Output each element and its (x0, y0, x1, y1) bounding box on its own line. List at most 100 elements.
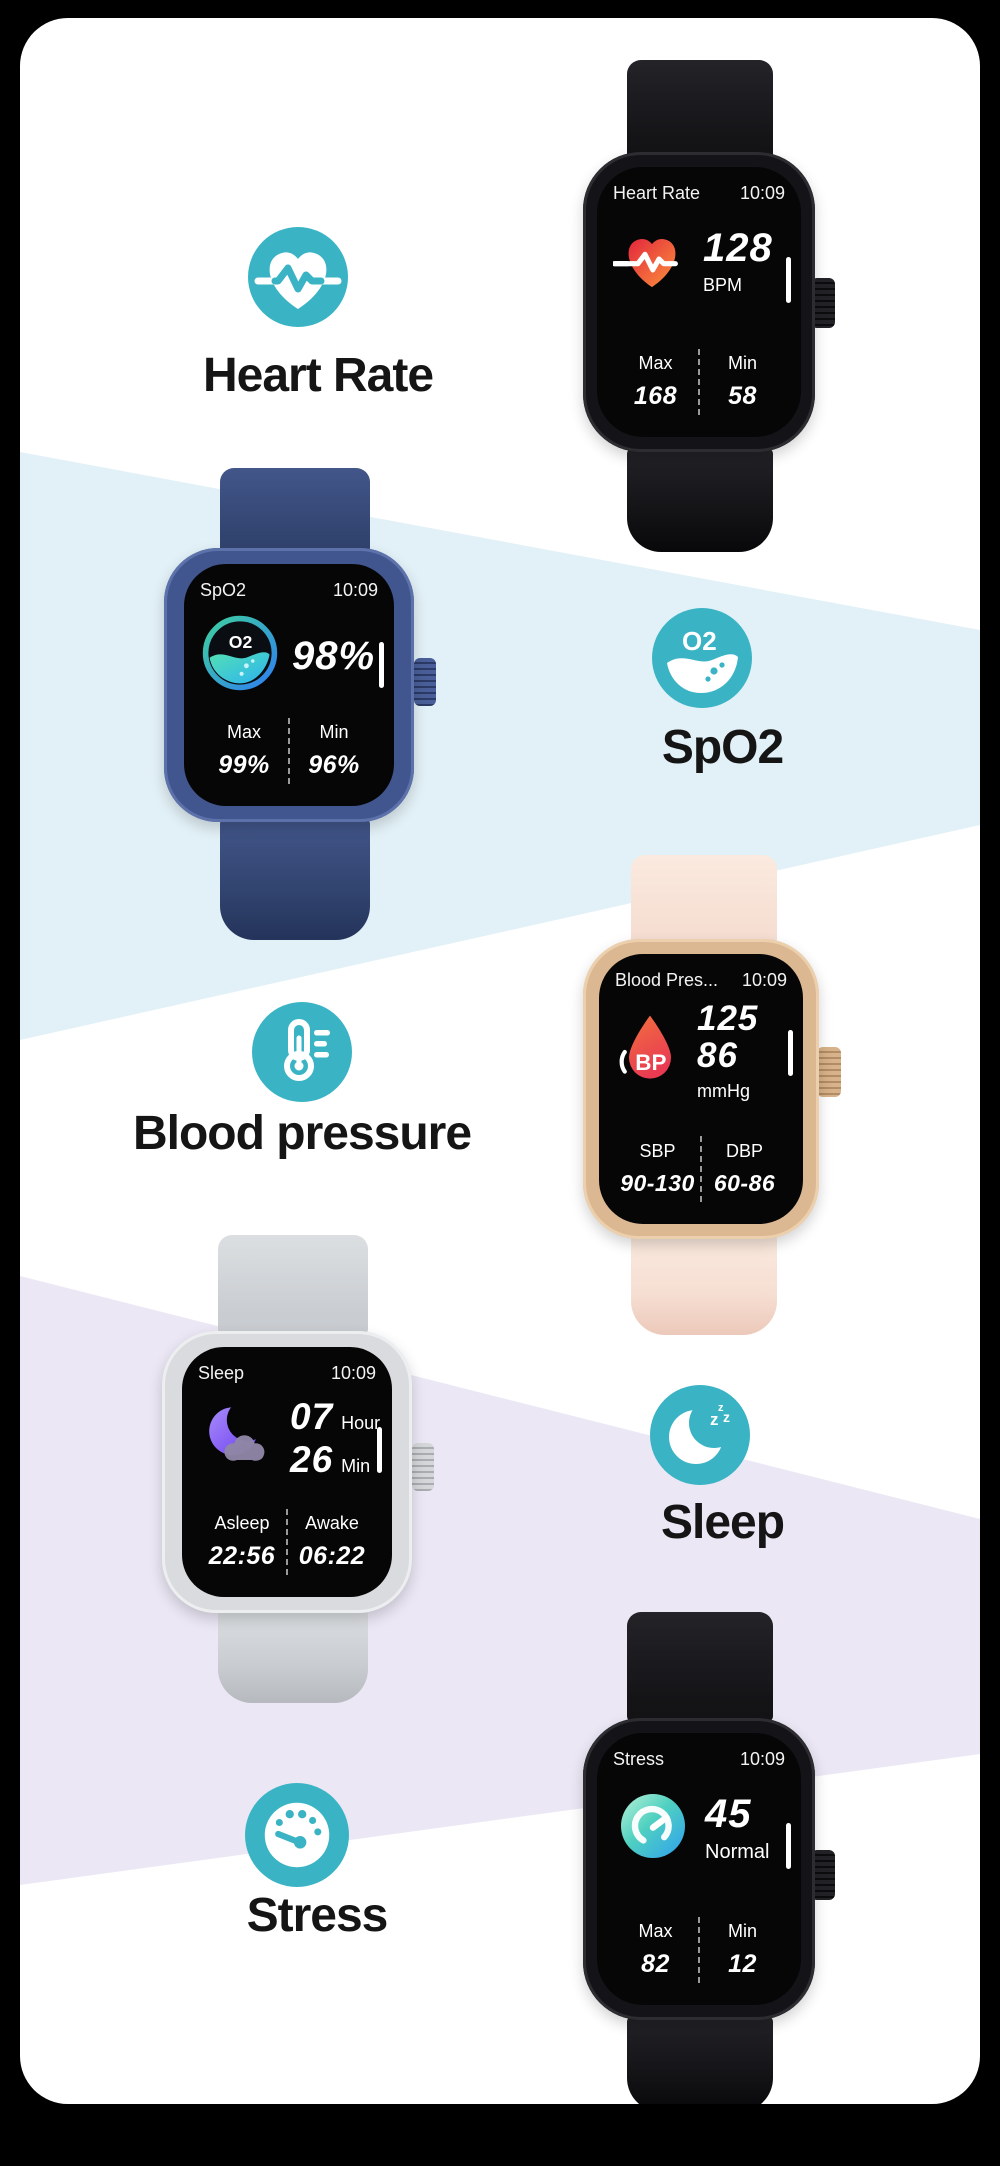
watch-screen-stress: Stress 10:09 (597, 1733, 801, 2005)
screen-title: Sleep (198, 1363, 245, 1383)
screen-value: 45 (705, 1792, 752, 1836)
stat-divider (698, 1917, 700, 1983)
watch-body: Stress 10:09 (583, 1718, 815, 2020)
stat-label: Min (727, 353, 757, 373)
watch-crown (412, 1443, 434, 1491)
screen-unit: mmHg (697, 1080, 750, 1101)
stat-label: Min (319, 722, 349, 742)
feature-label-stress: Stress (246, 1889, 389, 1942)
watch-strap-bottom (627, 2016, 773, 2104)
watch-body: Sleep 10:09 (162, 1331, 412, 1613)
stat-label: Min (727, 1921, 757, 1941)
screen-title: Blood Pres... (615, 970, 719, 990)
watch-strap-bottom (627, 448, 773, 552)
screen-scrollbar (786, 257, 791, 303)
screen-scrollbar (788, 1030, 793, 1076)
screen-time: 10:09 (330, 1363, 376, 1383)
stat-label: Max (638, 353, 673, 373)
watch-body: Heart Rate 10:09 (583, 152, 815, 452)
heart-ecg-icon (611, 220, 691, 303)
screen-unit-minutes: Min (341, 1455, 371, 1476)
screen-title: Heart Rate (613, 183, 701, 203)
watch-strap-top (627, 1612, 773, 1722)
watch-strap-top (218, 1235, 368, 1335)
o2-wave-icon: O2 (200, 613, 280, 698)
gauge-dial-icon (245, 1783, 349, 1887)
screen-value-hours: 07 (290, 1395, 334, 1437)
watch-screen-sleep: Sleep 10:09 (182, 1347, 392, 1597)
watch-strap-bottom (218, 1609, 368, 1703)
watch-sleep: Sleep 10:09 (158, 1235, 438, 1703)
product-card: Heart Rate Heart Rate 10:09 (20, 18, 980, 2104)
watch-body: Blood Pres... 10:09 BP (583, 939, 819, 1239)
watch-spo2: SpO2 10:09 (160, 468, 440, 940)
screen-scrollbar (377, 1427, 382, 1473)
watch-strap-top (631, 855, 777, 945)
screen-value: 128 (703, 226, 773, 270)
feature-label-blood-pressure: Blood pressure (132, 1107, 472, 1160)
screen-scrollbar (379, 642, 384, 688)
thermometer-gauge-icon (252, 1002, 352, 1102)
moon-cloud-icon (198, 1396, 278, 1481)
stat-value: 90-130 (620, 1170, 695, 1196)
stat-divider (700, 1136, 702, 1202)
screen-status: Normal (705, 1841, 770, 1863)
watch-blood-pressure: Blood Pres... 10:09 BP (575, 855, 851, 1335)
screen-unit: BPM (703, 275, 743, 295)
svg-text:z: z (723, 1409, 730, 1425)
feature-label-heart-rate: Heart Rate (202, 349, 434, 402)
watch-strap-bottom (631, 1233, 777, 1335)
screen-value-systolic: 125 (697, 999, 759, 1038)
svg-text:z: z (718, 1402, 724, 1414)
stress-gauge-icon (613, 1786, 693, 1871)
stat-value: 06:22 (298, 1542, 366, 1570)
watch-heart-rate: Heart Rate 10:09 (575, 60, 847, 552)
watch-stress: Stress 10:09 (575, 1612, 847, 2104)
watch-strap-top (627, 60, 773, 160)
blood-drop-icon: BP (615, 1010, 685, 1092)
screen-value-diastolic: 86 (697, 1035, 738, 1075)
screen-scrollbar (786, 1823, 791, 1869)
stat-value: 60-86 (713, 1170, 776, 1196)
screen-time: 10:09 (332, 580, 378, 600)
stat-value: 82 (641, 1950, 670, 1978)
watch-crown (811, 278, 835, 328)
feature-label-spo2: SpO2 (661, 721, 784, 774)
screen-time: 10:09 (739, 183, 785, 203)
watch-body: SpO2 10:09 (164, 548, 414, 822)
stat-divider (698, 349, 700, 415)
stat-value: 58 (728, 382, 757, 410)
watch-screen-blood-pressure: Blood Pres... 10:09 BP (599, 954, 803, 1224)
o2-icon-text: O2 (229, 632, 253, 652)
stat-label: Max (226, 722, 261, 742)
stat-label: Awake (305, 1513, 359, 1533)
stat-value: 12 (728, 1950, 757, 1978)
stat-label: Asleep (214, 1513, 270, 1533)
stat-label: Max (638, 1921, 673, 1941)
feature-label-sleep: Sleep (660, 1496, 785, 1549)
screen-unit-hours: Hour (341, 1412, 381, 1433)
heart-pulse-icon (248, 227, 348, 327)
screen-title: Stress (613, 1749, 665, 1769)
screen-value: 98% (292, 633, 376, 678)
stat-value: 168 (633, 382, 678, 410)
screen-time: 10:09 (741, 970, 787, 990)
moon-zzz-icon: z z z (650, 1385, 750, 1485)
stat-value: 99% (218, 751, 270, 779)
watch-crown (811, 1850, 835, 1900)
stat-value: 22:56 (208, 1542, 276, 1570)
watch-crown (817, 1047, 841, 1097)
screen-value-minutes: 26 (290, 1438, 334, 1480)
stat-divider (288, 718, 290, 784)
watch-strap-bottom (220, 818, 370, 940)
stat-label: SBP (639, 1141, 676, 1161)
stat-label: DBP (725, 1141, 763, 1161)
watch-screen-heart-rate: Heart Rate 10:09 (597, 167, 801, 437)
screen-time: 10:09 (739, 1749, 785, 1769)
o2-icon-text: O2 (682, 626, 717, 656)
watch-screen-spo2: SpO2 10:09 (184, 564, 394, 806)
watch-strap-top (220, 468, 370, 554)
screen-title: SpO2 (200, 580, 247, 600)
svg-text:z: z (710, 1410, 719, 1429)
stat-value: 96% (308, 751, 360, 779)
